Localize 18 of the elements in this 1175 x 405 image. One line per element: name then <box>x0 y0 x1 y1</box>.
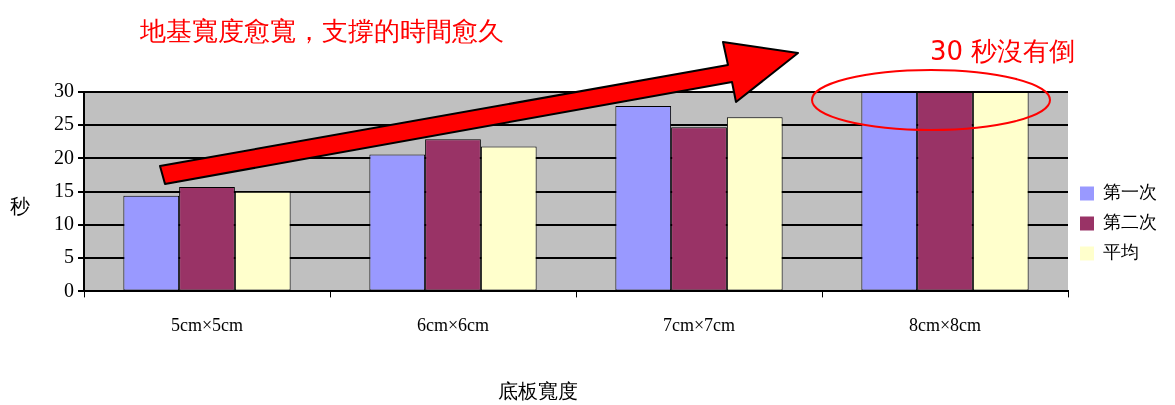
x-tick-label: 6cm×6cm <box>416 314 490 335</box>
y-tick-label: 0 <box>64 278 74 301</box>
y-axis-title: 秒 <box>10 193 30 220</box>
legend-label: 第一次 <box>1103 181 1157 203</box>
x-tick-label: 7cm×7cm <box>662 314 736 335</box>
y-tick-label: 5 <box>64 245 74 268</box>
y-tick-label: 10 <box>54 212 74 235</box>
y-tick-label: 15 <box>54 178 74 201</box>
x-tick-label: 8cm×8cm <box>908 314 982 335</box>
legend-label: 平均 <box>1103 241 1139 263</box>
text: 地基寬度愈寬，支撐的時間愈久 <box>140 15 504 48</box>
text: 30 秒沒有倒 <box>930 35 1076 68</box>
y-tick-label: 30 <box>54 79 74 102</box>
x-axis-title: 底板寬度 <box>496 378 579 405</box>
y-tick-label: 20 <box>54 145 74 168</box>
x-tick-label: 5cm×5cm <box>170 314 244 335</box>
y-tick-label: 25 <box>54 112 74 135</box>
legend-label: 第二次 <box>1103 211 1157 233</box>
